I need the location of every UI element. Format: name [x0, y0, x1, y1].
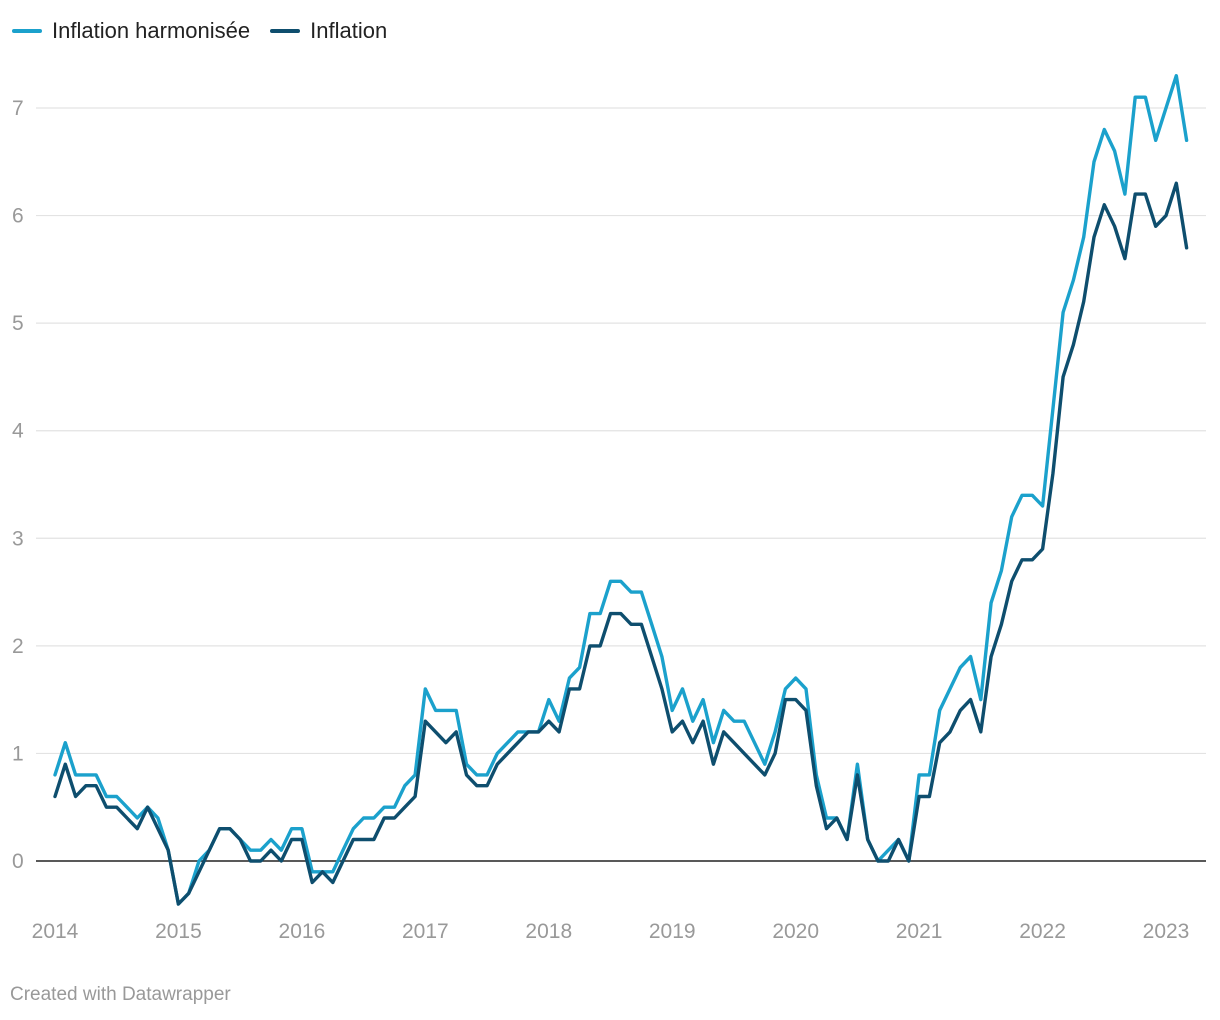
y-tick-label-1: 1	[12, 742, 24, 765]
series-line-inflation-harmonisee	[53, 73, 1189, 906]
x-tick-label-2015: 2015	[155, 920, 202, 943]
legend-swatch-inflation-harmonisee	[12, 29, 42, 33]
x-tick-label-2020: 2020	[772, 920, 819, 943]
series-line-inflation	[53, 181, 1189, 906]
y-tick-label-3: 3	[12, 527, 24, 550]
y-tick-label-0: 0	[12, 850, 24, 873]
x-tick-label-2017: 2017	[402, 920, 449, 943]
legend-item-inflation[interactable]: Inflation	[270, 18, 387, 44]
legend-item-inflation-harmonisee[interactable]: Inflation harmonisée	[12, 18, 250, 44]
x-tick-label-2014: 2014	[32, 920, 79, 943]
x-tick-label-2023: 2023	[1143, 920, 1190, 943]
x-tick-label-2018: 2018	[525, 920, 572, 943]
line-chart: 0 1 2 3 4 5 6 7 2014 2015 2016 2017 2018 2019 2020 2021…	[12, 73, 1206, 943]
legend-label-inflation: Inflation	[310, 18, 388, 43]
y-tick-label-2: 2	[12, 635, 24, 658]
y-tick-label-4: 4	[12, 420, 24, 443]
x-tick-label-2016: 2016	[279, 920, 326, 943]
y-tick-label-5: 5	[12, 312, 24, 335]
y-tick-label-7: 7	[12, 97, 24, 120]
y-tick-label-6: 6	[12, 205, 24, 228]
legend: Inflation harmonisée Inflation	[12, 18, 387, 44]
legend-swatch-inflation	[270, 29, 301, 33]
footer-credit: Created with Datawrapper	[10, 984, 231, 1005]
x-tick-label-2021: 2021	[896, 920, 943, 943]
x-tick-label-2019: 2019	[649, 920, 696, 943]
legend-label-inflation-harmonisee: Inflation harmonisée	[52, 18, 251, 43]
x-tick-label-2022: 2022	[1019, 920, 1066, 943]
